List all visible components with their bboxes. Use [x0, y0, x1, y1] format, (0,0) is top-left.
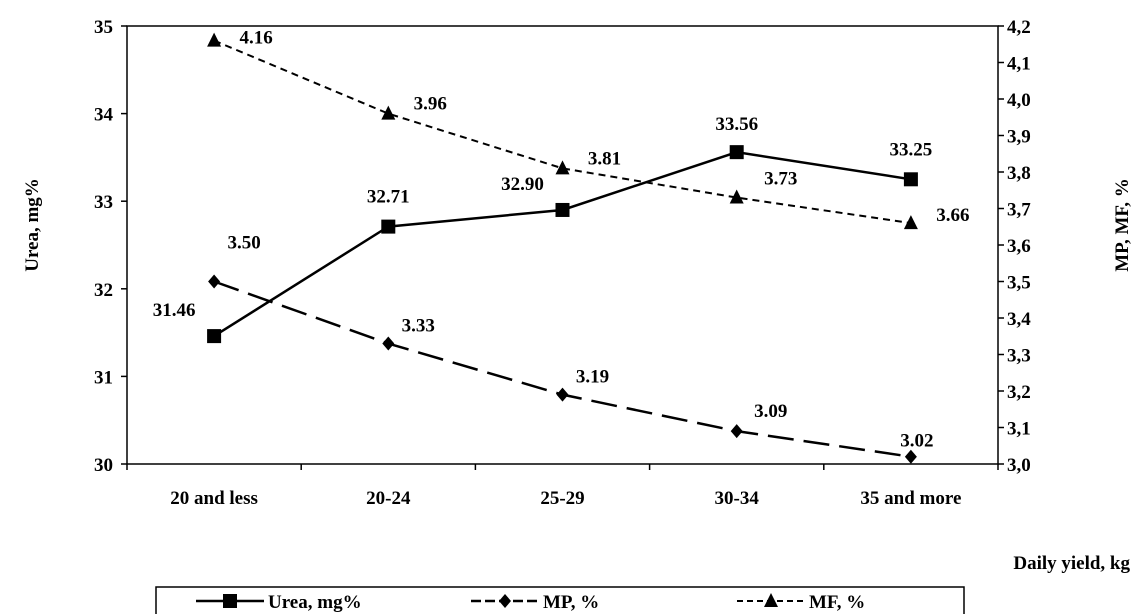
y-right-tick-label: 3,9 [1007, 127, 1031, 148]
y-right-tick-label: 3,5 [1007, 273, 1031, 294]
y-right-tick-label: 3,2 [1007, 382, 1031, 403]
series-1-marker [556, 387, 569, 402]
x-tick-label: 25-29 [540, 488, 584, 509]
y-right-tick-label: 3,4 [1007, 309, 1031, 330]
y-right-tick-label: 4,2 [1007, 17, 1031, 38]
y-right-tick-label: 4,1 [1007, 54, 1031, 75]
data-label: 33.25 [890, 139, 933, 160]
y-axis-right-title: MP, MF, % [1112, 178, 1133, 272]
series-0-marker [207, 329, 222, 344]
y-left-tick-label: 31 [94, 367, 113, 388]
series-line-1 [213, 280, 912, 458]
series-1-marker [730, 424, 743, 439]
x-tick-label: 20-24 [366, 488, 411, 509]
y-right-tick-label: 3,3 [1007, 346, 1031, 367]
series-0-marker [729, 145, 744, 160]
series-0-marker [555, 202, 570, 217]
data-label: 4.16 [239, 28, 272, 49]
y-axis-left-title: Urea, mg% [22, 178, 43, 272]
legend-box [155, 586, 965, 614]
data-label: 3.33 [402, 316, 435, 337]
series-1-marker [208, 274, 221, 289]
data-label: 3.02 [900, 431, 933, 452]
y-left-tick-label: 32 [94, 280, 113, 301]
x-tick-label: 20 and less [170, 488, 258, 509]
series-1-marker [904, 449, 917, 464]
legend-marker-0 [223, 594, 237, 608]
y-right-tick-label: 3,8 [1007, 163, 1031, 184]
x-tick-label: 30-34 [715, 488, 760, 509]
series-0-marker [381, 219, 396, 234]
y-right-tick-label: 3,0 [1007, 455, 1031, 476]
series-layer [207, 32, 918, 464]
legend-label-0: Urea, mg% [268, 592, 362, 613]
legend: Urea, mg% MP, % MF, % [155, 586, 965, 614]
data-labels: 31.46 32.71 32.90 33.56 33.25 3.50 3.33 3.19 3.0… [153, 28, 970, 452]
x-axis-title: Daily yield, kg [1013, 553, 1130, 574]
series-1-marker [382, 336, 395, 351]
data-label: 32.90 [501, 174, 544, 195]
series-0-marker [903, 172, 918, 187]
y-left-tick-label: 30 [94, 455, 113, 476]
data-label: 3.73 [764, 169, 797, 190]
series-2-marker [555, 160, 570, 175]
data-label: 33.56 [715, 114, 758, 135]
legend-label-1: MP, % [543, 592, 599, 613]
data-label: 3.81 [588, 148, 621, 169]
y-left-tick-label: 35 [94, 17, 113, 38]
y-right-tick-label: 3,7 [1007, 200, 1031, 221]
x-tick-label: 35 and more [860, 488, 961, 509]
axes: 30 31 32 33 34 35 3,0 3,1 3,2 3,3 3,4 3,5 3,6 3,7 3,8 3… [94, 17, 1031, 509]
y-left-tick-label: 33 [94, 192, 113, 213]
data-label: 3.66 [936, 205, 969, 226]
data-label: 32.71 [367, 187, 410, 208]
series-2-marker [381, 105, 396, 120]
legend-marker-2 [764, 593, 778, 607]
legend-label-2: MF, % [809, 592, 865, 613]
data-label: 3.09 [754, 401, 787, 422]
y-right-tick-label: 3,6 [1007, 236, 1031, 257]
series-2-marker [729, 189, 744, 204]
y-right-tick-label: 3,1 [1007, 419, 1031, 440]
series-2-marker [903, 215, 918, 230]
data-label: 3.50 [227, 233, 260, 254]
data-label: 31.46 [153, 300, 196, 321]
legend-marker-1 [499, 594, 511, 608]
series-line-2 [213, 39, 912, 225]
data-label: 3.96 [414, 94, 447, 115]
y-left-tick-label: 34 [94, 105, 114, 126]
data-label: 3.19 [576, 367, 609, 388]
series-line-0 [213, 150, 912, 338]
series-2-marker [207, 32, 222, 47]
y-right-tick-label: 4,0 [1007, 90, 1031, 111]
